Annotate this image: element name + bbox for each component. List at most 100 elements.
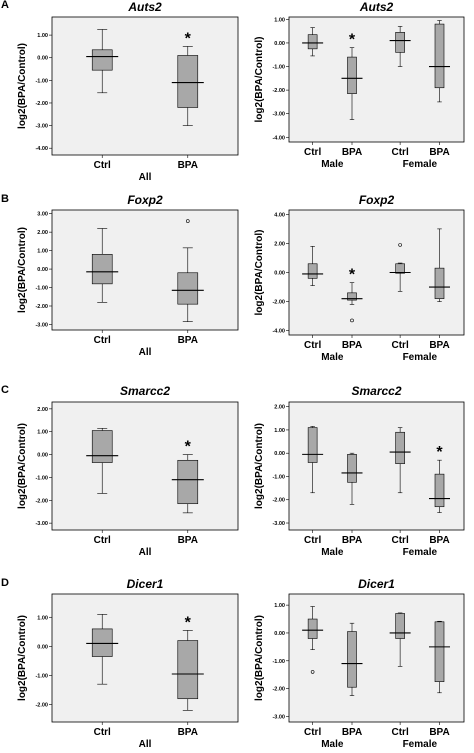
chart-title: Auts2 <box>359 0 394 14</box>
plot-area <box>51 593 239 723</box>
box-iqr <box>434 23 445 89</box>
y-tick-label: 0.00 <box>37 453 48 459</box>
box-iqr <box>434 473 445 508</box>
box-iqr <box>347 292 357 301</box>
y-tick-label: -3.00 <box>35 521 48 527</box>
chart-1: Auts2 log2(BPA/Control) -4.00 -3.00 -2.00 -1.… <box>254 0 465 170</box>
y-tick-label: -2.00 <box>35 101 48 107</box>
outlier-point <box>185 219 190 223</box>
x-tick-label: Ctrl <box>392 340 409 351</box>
box-iqr <box>347 454 357 483</box>
chart-0: Auts2 log2(BPA/Control) -4.00 -3.00 -2.00 -1.… <box>17 0 239 183</box>
x-tick-label: Ctrl <box>304 727 321 738</box>
plot-area <box>288 401 465 531</box>
y-axis-label: log2(BPA/Control) <box>254 230 265 316</box>
panel-letter-c: C <box>1 384 9 396</box>
y-axis-label: log2(BPA/Control) <box>254 37 265 123</box>
outlier-point <box>398 243 402 247</box>
group-label: Female <box>403 352 438 363</box>
y-tick-label: 1.00 <box>274 603 285 609</box>
x-tick-label: BPA <box>342 727 362 738</box>
y-tick-label: -3.00 <box>272 112 285 118</box>
x-tick-label: Ctrl <box>392 147 409 158</box>
y-tick-label: 0.00 <box>37 644 48 650</box>
box-iqr <box>91 254 113 285</box>
chart-4: Smarcc2 log2(BPA/Control) -3.00 -2.00 -1.00 0… <box>17 384 239 558</box>
significance-marker: * <box>349 267 356 284</box>
box-iqr <box>395 32 405 53</box>
group-label: Female <box>403 739 438 750</box>
x-tick-label: Ctrl <box>304 147 321 158</box>
box-iqr <box>307 34 318 50</box>
y-tick-label: -1.00 <box>35 78 48 84</box>
y-tick-label: -2.00 <box>35 703 48 709</box>
significance-marker: * <box>185 439 192 456</box>
x-tick-label: BPA <box>429 340 449 351</box>
y-tick-label: 1.00 <box>37 430 48 436</box>
box-iqr <box>347 56 357 94</box>
y-tick-label: 1.00 <box>37 33 48 39</box>
x-tick-label: Ctrl <box>304 535 321 546</box>
x-tick-label: BPA <box>429 535 449 546</box>
box-iqr <box>177 55 199 108</box>
box-iqr <box>177 459 199 505</box>
x-tick-label: Ctrl <box>94 535 111 546</box>
charts-container: Auts2 log2(BPA/Control) -4.00 -3.00 -2.00 -1.… <box>17 0 465 750</box>
significance-marker: * <box>436 444 443 461</box>
y-tick-label: -4.00 <box>35 146 48 152</box>
y-tick-label: -2.00 <box>272 88 285 94</box>
significance-marker: * <box>349 32 356 49</box>
chart-title: Smarcc2 <box>120 384 170 398</box>
box-iqr <box>395 431 405 464</box>
significance-marker: * <box>185 614 192 631</box>
chart-title: Smarcc2 <box>351 384 401 398</box>
box-iqr <box>307 427 318 463</box>
group-label: All <box>139 172 152 183</box>
x-tick-label: BPA <box>178 335 198 346</box>
box-iqr <box>434 267 445 299</box>
y-tick-label: -1.00 <box>272 659 285 665</box>
y-tick-label: 0.00 <box>37 267 48 273</box>
y-tick-label: 1.00 <box>274 17 285 23</box>
y-tick-label: -2.00 <box>272 498 285 504</box>
y-axis-label: log2(BPA/Control) <box>254 423 265 509</box>
y-tick-label: -1.00 <box>272 474 285 480</box>
box-iqr <box>177 272 199 305</box>
group-label: Female <box>403 547 438 558</box>
group-label: All <box>139 547 152 558</box>
y-tick-label: -3.00 <box>272 521 285 527</box>
y-tick-label: 2.00 <box>274 405 285 411</box>
box-iqr <box>395 263 405 274</box>
box-iqr <box>177 640 199 700</box>
x-tick-label: Ctrl <box>392 535 409 546</box>
x-tick-label: Ctrl <box>94 335 111 346</box>
box-iqr <box>91 628 113 657</box>
group-label: Female <box>403 159 438 170</box>
y-axis-label: log2(BPA/Control) <box>17 423 28 509</box>
outlier-point <box>310 670 315 674</box>
chart-5: Smarcc2 log2(BPA/Control) -3.00 -2.00 -1.00 0… <box>254 384 465 558</box>
y-tick-label: 1.00 <box>37 615 48 621</box>
plot-area <box>51 401 239 531</box>
chart-title: Dicer1 <box>358 577 395 591</box>
x-tick-label: Ctrl <box>392 727 409 738</box>
x-tick-label: Ctrl <box>94 727 111 738</box>
group-label: Male <box>321 159 344 170</box>
y-tick-label: 0.00 <box>37 56 48 62</box>
y-tick-label: -1.00 <box>35 475 48 481</box>
chart-title: Dicer1 <box>127 577 164 591</box>
y-tick-label: 0.00 <box>274 631 285 637</box>
group-label: Male <box>321 739 344 750</box>
y-tick-label: 4.00 <box>274 212 285 218</box>
group-label: Male <box>321 547 344 558</box>
group-label: All <box>139 739 152 750</box>
x-tick-label: BPA <box>178 160 198 171</box>
outlier-point <box>350 318 354 323</box>
box-iqr <box>307 618 318 639</box>
x-tick-label: BPA <box>342 147 362 158</box>
chart-7: Dicer1 log2(BPA/Control) -3.00 -2.00 -1.00 0.… <box>254 577 465 750</box>
y-tick-label: -2.00 <box>272 300 285 306</box>
plot-area <box>51 209 239 331</box>
x-tick-label: Ctrl <box>94 160 111 171</box>
box-iqr <box>395 613 405 639</box>
